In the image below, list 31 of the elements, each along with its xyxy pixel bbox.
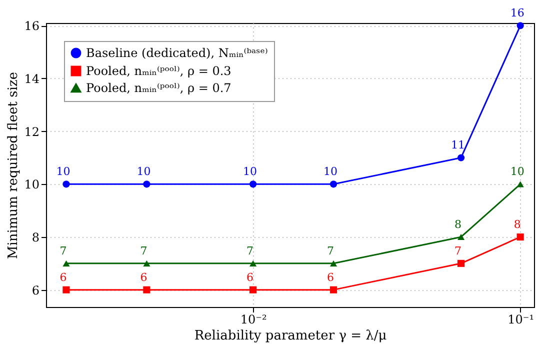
data-label: 6 (140, 270, 148, 284)
data-label: 7 (327, 244, 334, 258)
legend-label: Pooled, nₘᵢₙ⁽ᵖᵒᵒˡ⁾, ρ = 0.7 (86, 81, 232, 95)
legend-label: Baseline (dedicated), Nₘᵢₙ⁽ᵇᵃˢᵉ⁾ (86, 46, 268, 60)
y-axis-title: Minimum required fleet size (6, 72, 22, 260)
data-label: 10 (324, 165, 338, 178)
data-label: 10 (510, 165, 524, 178)
y-tick-label: 12 (24, 124, 40, 139)
data-label: 7 (454, 244, 462, 258)
y-tick-label: 8 (32, 230, 40, 244)
data-label: 10 (56, 165, 70, 178)
x-axis-title: Reliability parameter γ = λ/μ (194, 328, 387, 344)
data-label: 7 (60, 244, 67, 258)
legend-label: Pooled, nₘᵢₙ⁽ᵖᵒᵒˡ⁾, ρ = 0.3 (86, 64, 232, 78)
data-label: 6 (60, 270, 67, 284)
y-tick-label: 6 (32, 283, 40, 298)
y-tick-label: 16 (24, 19, 40, 34)
data-label: 7 (140, 244, 148, 258)
data-label: 10 (243, 165, 258, 178)
x-tick-label: 10⁻² (240, 312, 267, 326)
x-tick-label: 10⁻¹ (508, 312, 534, 326)
data-label: 8 (514, 218, 521, 231)
y-tick-label: 14 (24, 72, 40, 86)
data-label: 6 (246, 270, 254, 284)
data-label: 8 (454, 218, 462, 231)
data-label: 16 (510, 6, 524, 20)
data-label: 7 (246, 244, 254, 258)
data-label: 10 (136, 165, 151, 178)
y-tick-label: 10 (24, 178, 40, 192)
data-label: 6 (327, 270, 334, 284)
data-label: 11 (451, 138, 466, 152)
